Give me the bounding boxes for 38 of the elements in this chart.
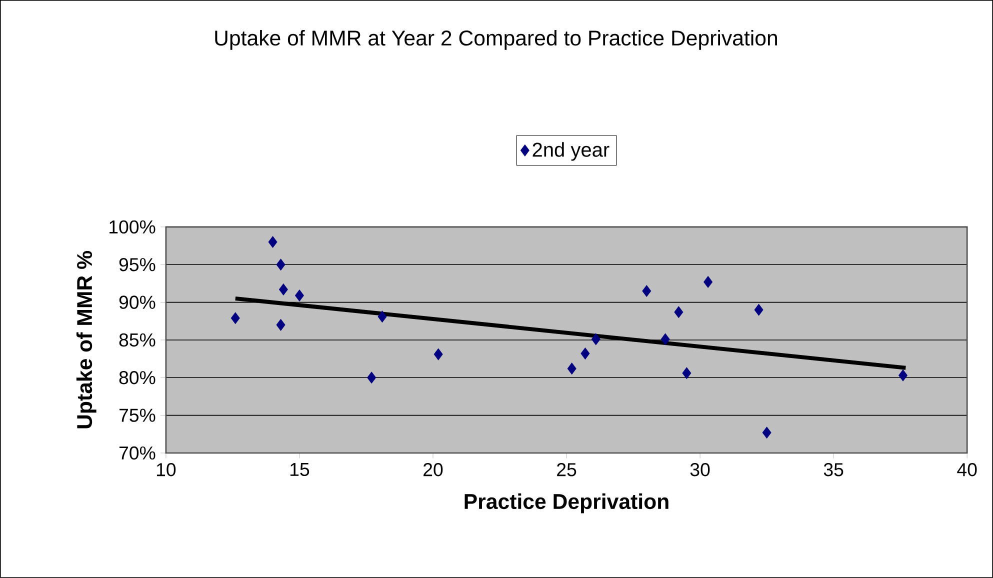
x-tick-label: 40 <box>957 463 977 476</box>
y-tick-label: 90% <box>119 296 156 309</box>
point <box>367 372 376 384</box>
y-axis-title: Uptake of MMR % <box>76 251 96 428</box>
point <box>591 333 600 346</box>
point <box>762 426 772 439</box>
legend-label: 2nd year <box>532 142 610 161</box>
x-axis-title: Practice Deprivation <box>464 493 668 514</box>
point <box>898 370 908 382</box>
y-tick-label: 95% <box>119 258 156 272</box>
x-tick-label: 30 <box>690 463 710 476</box>
x-tick-label: 20 <box>424 463 443 476</box>
point <box>230 312 240 324</box>
x-tick-label: 25 <box>557 463 576 476</box>
point <box>660 333 670 346</box>
x-tick-label: 15 <box>290 463 310 476</box>
point <box>704 276 713 288</box>
y-tick-label: 70% <box>119 446 156 460</box>
point <box>378 310 387 323</box>
point <box>276 319 286 331</box>
x-tick-label: 10 <box>156 463 176 476</box>
chart-title: Uptake of MMR at Year 2 Compared to Practice Deprivation <box>215 30 777 50</box>
point <box>294 290 304 302</box>
y-tick-label: 80% <box>119 371 156 384</box>
point <box>580 348 590 360</box>
y-tick-label: 75% <box>119 408 156 422</box>
point <box>434 348 443 360</box>
point <box>642 285 652 297</box>
point <box>268 236 278 248</box>
point <box>682 367 692 380</box>
y-tick-label: 100% <box>110 220 156 234</box>
y-tick-label: 85% <box>119 333 156 347</box>
point <box>276 258 286 271</box>
x-tick-label: 35 <box>824 463 844 476</box>
point <box>674 306 684 318</box>
point <box>754 304 764 316</box>
point <box>278 284 288 296</box>
point <box>567 362 576 375</box>
